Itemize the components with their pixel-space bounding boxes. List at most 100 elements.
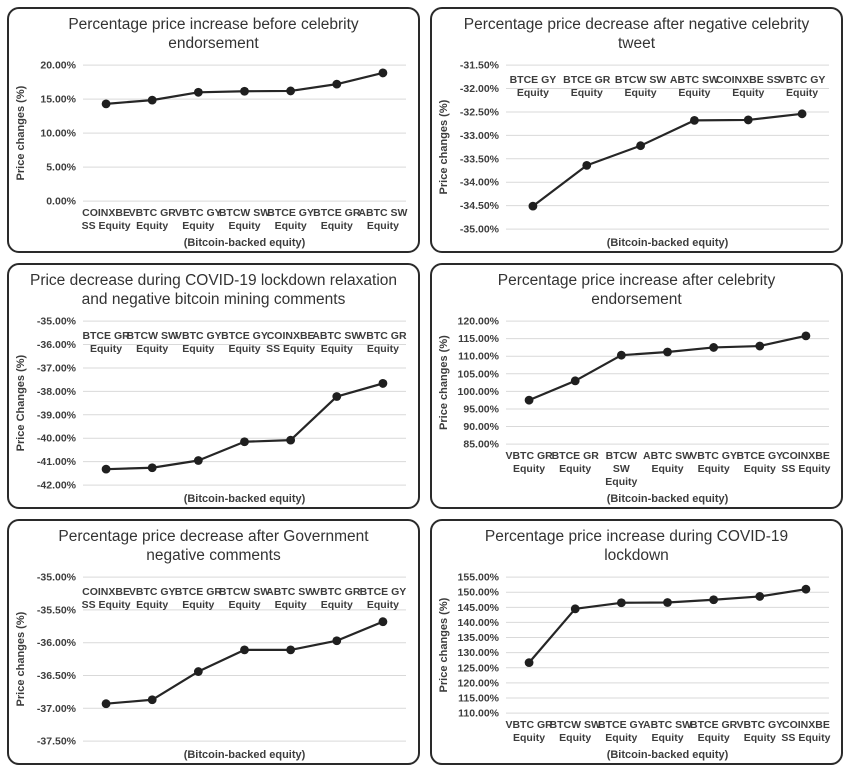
y-tick-labels: -35.00% -34.50% -34.00% -33.50% -33.00% -32.5… bbox=[460, 59, 500, 235]
svg-text:ABTC SW: ABTC SW bbox=[312, 330, 361, 342]
svg-text:90.00%: 90.00% bbox=[463, 421, 499, 433]
svg-text:95.00%: 95.00% bbox=[463, 403, 499, 415]
svg-text:-39.00%: -39.00% bbox=[37, 409, 77, 421]
x-axis-label: (Bitcoin-backed equity) bbox=[184, 493, 306, 505]
svg-text:-34.00%: -34.00% bbox=[460, 177, 500, 189]
svg-text:ABTC SW: ABTC SW bbox=[266, 586, 315, 598]
svg-text:Equity: Equity bbox=[513, 732, 545, 744]
chart-title: Price decrease during COVID-19 lockdown … bbox=[29, 272, 397, 308]
y-gridlines bbox=[506, 64, 829, 230]
chart-panel-decrease-lockdown-relaxation: Price decrease during COVID-19 lockdown … bbox=[7, 263, 420, 509]
svg-text:Equity: Equity bbox=[136, 343, 168, 355]
x-axis-label: (Bitcoin-backed equity) bbox=[607, 749, 729, 761]
data-point-markers bbox=[524, 584, 811, 667]
svg-text:Equity: Equity bbox=[275, 220, 307, 232]
x-axis-label: (Bitcoin-backed equity) bbox=[184, 237, 306, 249]
svg-text:-35.00%: -35.00% bbox=[37, 315, 77, 327]
chart-title: Percentage price increase after celebrit… bbox=[497, 272, 776, 308]
svg-text:Equity: Equity bbox=[182, 220, 214, 232]
y-tick-labels: -42.00% -41.00% -40.00% -39.00% -38.00% -37.0… bbox=[37, 315, 77, 491]
svg-text:COINXBE: COINXBE bbox=[782, 450, 830, 462]
y-gridlines bbox=[506, 320, 829, 445]
svg-text:VBTC GR: VBTC GR bbox=[359, 330, 407, 342]
svg-text:-33.50%: -33.50% bbox=[460, 153, 500, 165]
svg-text:BTCW SW: BTCW SW bbox=[219, 586, 270, 598]
svg-text:Equity: Equity bbox=[321, 343, 353, 355]
data-point-markers bbox=[524, 331, 811, 405]
svg-text:135.00%: 135.00% bbox=[458, 632, 500, 644]
data-point-markers bbox=[528, 109, 807, 211]
line-chart-increase-before-endorsement: 0.00% 5.00% 10.00% 15.00% 20.00% Price change… bbox=[15, 59, 408, 249]
svg-text:-31.50%: -31.50% bbox=[460, 59, 500, 71]
svg-text:BTCW SW: BTCW SW bbox=[550, 719, 601, 731]
y-axis-title: Price changes (%) bbox=[438, 597, 450, 692]
y-gridlines bbox=[83, 576, 406, 742]
svg-text:ABTC SW: ABTC SW bbox=[643, 719, 692, 731]
svg-text:-37.50%: -37.50% bbox=[37, 735, 77, 747]
y-gridlines bbox=[506, 576, 829, 714]
svg-text:Equity: Equity bbox=[559, 732, 591, 744]
svg-text:ABTC SW: ABTC SW bbox=[643, 450, 692, 462]
x-axis-label: (Bitcoin-backed equity) bbox=[607, 237, 729, 249]
svg-text:Equity: Equity bbox=[367, 343, 399, 355]
svg-text:VBTC GR: VBTC GR bbox=[505, 450, 553, 462]
svg-text:Equity: Equity bbox=[517, 87, 549, 99]
svg-text:-32.00%: -32.00% bbox=[460, 83, 500, 95]
svg-text:Equity: Equity bbox=[651, 732, 683, 744]
svg-text:-35.00%: -35.00% bbox=[37, 571, 77, 583]
svg-text:Equity: Equity bbox=[228, 220, 260, 232]
svg-text:Equity: Equity bbox=[651, 463, 683, 475]
svg-text:145.00%: 145.00% bbox=[458, 602, 500, 614]
svg-text:BTCE GY: BTCE GY bbox=[736, 450, 783, 462]
svg-text:BTCW SW: BTCW SW bbox=[615, 74, 666, 86]
svg-text:VBTC GY: VBTC GY bbox=[779, 74, 826, 86]
svg-text:15.00%: 15.00% bbox=[40, 93, 76, 105]
svg-text:Equity: Equity bbox=[136, 599, 168, 611]
line-chart-increase-after-endorsement: 85.00% 90.00% 95.00% 100.00% 105.00% 110.00% 1… bbox=[438, 315, 831, 505]
svg-text:SS Equity: SS Equity bbox=[266, 343, 315, 355]
svg-text:Equity: Equity bbox=[367, 599, 399, 611]
svg-text:BTCE GY: BTCE GY bbox=[510, 74, 557, 86]
svg-text:120.00%: 120.00% bbox=[458, 677, 500, 689]
y-axis-title: Price changes (%) bbox=[438, 99, 450, 194]
y-axis-title: Price Changes (%) bbox=[15, 354, 27, 451]
svg-text:BTCE GR: BTCE GR bbox=[690, 719, 738, 731]
svg-text:140.00%: 140.00% bbox=[458, 617, 500, 629]
svg-text:100.00%: 100.00% bbox=[458, 386, 500, 398]
chart-panel-decrease-after-negative-tweet: Percentage price decrease after negative… bbox=[430, 7, 843, 253]
line-chart-decrease-lockdown-relaxation: -42.00% -41.00% -40.00% -39.00% -38.00% -37.0… bbox=[15, 315, 407, 505]
svg-text:-38.00%: -38.00% bbox=[37, 386, 77, 398]
svg-text:Equity: Equity bbox=[182, 599, 214, 611]
svg-text:-36.00%: -36.00% bbox=[37, 637, 77, 649]
svg-text:Equity: Equity bbox=[678, 87, 710, 99]
chart-title: Percentage price decrease after negative… bbox=[463, 16, 810, 52]
svg-text:SS Equity: SS Equity bbox=[781, 732, 830, 744]
svg-text:120.00%: 120.00% bbox=[458, 315, 500, 327]
svg-text:110.00%: 110.00% bbox=[458, 707, 500, 719]
y-tick-labels: 0.00% 5.00% 10.00% 15.00% 20.00% bbox=[40, 59, 76, 207]
svg-text:VBTC GY: VBTC GY bbox=[175, 207, 222, 219]
svg-text:COINXBE: COINXBE bbox=[82, 207, 130, 219]
svg-text:110.00%: 110.00% bbox=[458, 351, 500, 363]
svg-text:-37.00%: -37.00% bbox=[37, 362, 77, 374]
svg-text:BTCE GY: BTCE GY bbox=[267, 207, 314, 219]
svg-text:BTCW: BTCW bbox=[606, 450, 638, 462]
x-axis-label: (Bitcoin-backed equity) bbox=[607, 493, 729, 505]
y-axis-title: Price changes (%) bbox=[15, 85, 27, 180]
svg-text:-32.50%: -32.50% bbox=[460, 106, 500, 118]
svg-text:Equity: Equity bbox=[513, 463, 545, 475]
svg-text:85.00%: 85.00% bbox=[463, 438, 499, 450]
svg-text:VBTC GR: VBTC GR bbox=[129, 207, 177, 219]
y-axis-title: Price changes (%) bbox=[438, 335, 450, 430]
svg-text:SS Equity: SS Equity bbox=[82, 220, 131, 232]
svg-text:20.00%: 20.00% bbox=[40, 59, 76, 71]
svg-text:COINXBE: COINXBE bbox=[782, 719, 830, 731]
svg-text:BTCE GR: BTCE GR bbox=[552, 450, 600, 462]
svg-text:Equity: Equity bbox=[786, 87, 818, 99]
svg-text:SW: SW bbox=[613, 463, 630, 475]
svg-text:BTCE GR: BTCE GR bbox=[563, 74, 611, 86]
